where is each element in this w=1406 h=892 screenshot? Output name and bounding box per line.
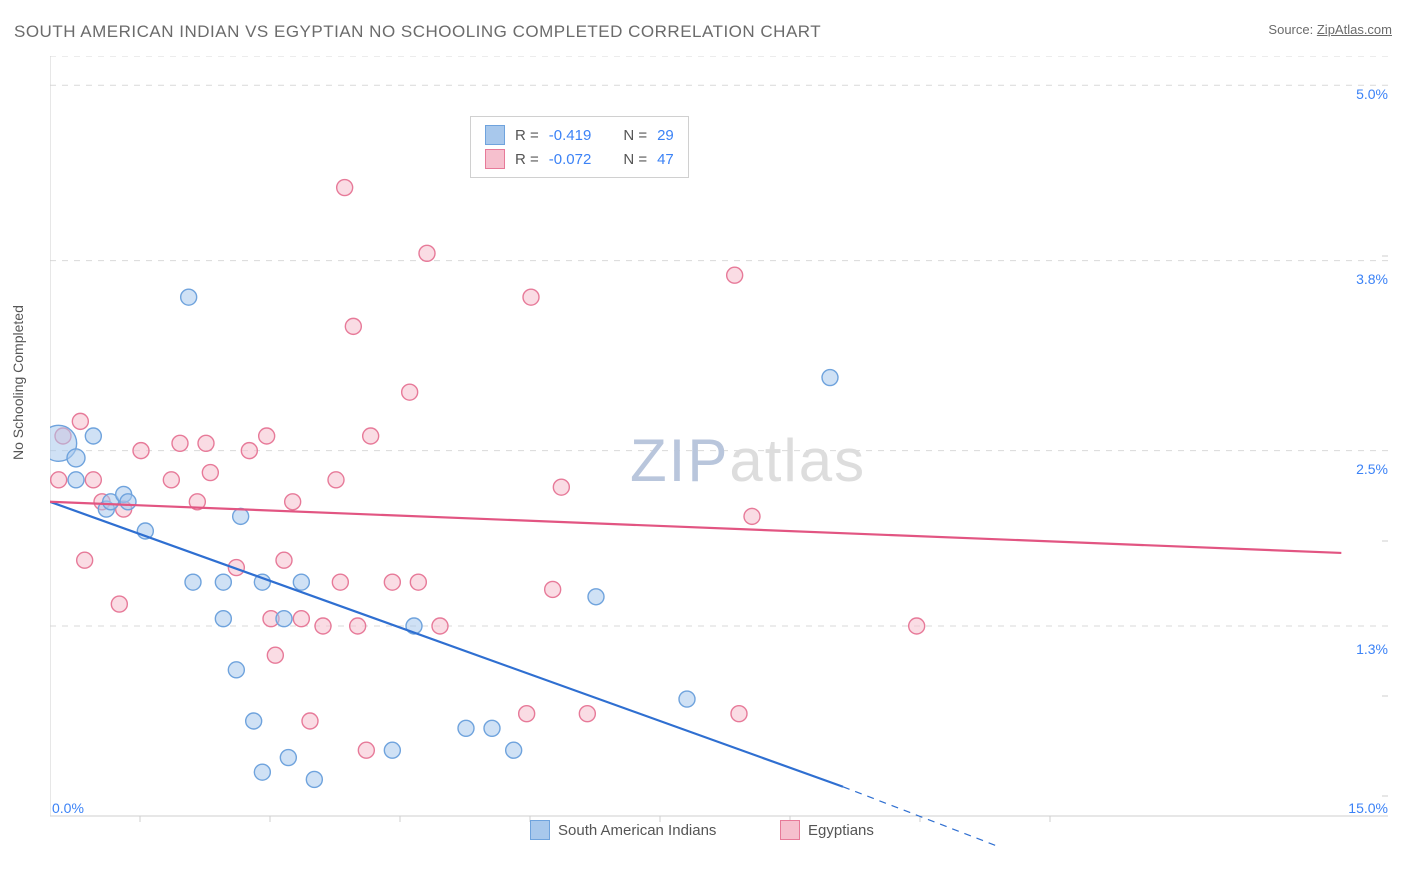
- series-legend-pink: Egyptians: [780, 820, 874, 840]
- y-tick-label: 3.8%: [1328, 271, 1388, 287]
- correlation-legend: R = -0.419 N = 29 R = -0.072 N = 47: [470, 116, 689, 178]
- r-label: R =: [515, 127, 539, 144]
- r-value-blue: -0.419: [549, 127, 592, 144]
- n-value-pink: 47: [657, 151, 674, 168]
- y-tick-label: 1.3%: [1328, 641, 1388, 657]
- chart-title: SOUTH AMERICAN INDIAN VS EGYPTIAN NO SCH…: [14, 22, 821, 42]
- swatch-blue: [530, 820, 550, 840]
- n-value-blue: 29: [657, 127, 674, 144]
- r-value-pink: -0.072: [549, 151, 592, 168]
- series-legend-blue: South American Indians: [530, 820, 716, 840]
- swatch-pink: [780, 820, 800, 840]
- swatch-pink: [485, 149, 505, 169]
- x-tick-label: 0.0%: [52, 800, 84, 816]
- legend-row-pink: R = -0.072 N = 47: [485, 147, 674, 171]
- swatch-blue: [485, 125, 505, 145]
- source-name: ZipAtlas.com: [1317, 22, 1392, 37]
- n-label: N =: [623, 127, 647, 144]
- x-tick-label: 15.0%: [1348, 800, 1388, 816]
- chart-area: ZIPatlas 5.0% 3.8% 2.5% 1.3% R = -0.419 …: [50, 56, 1390, 846]
- y-tick-label: 5.0%: [1328, 86, 1388, 102]
- y-tick-label: 2.5%: [1328, 461, 1388, 477]
- source-label: Source:: [1268, 22, 1313, 37]
- n-label: N =: [623, 151, 647, 168]
- y-axis-label: No Schooling Completed: [10, 305, 26, 460]
- legend-label-pink: Egyptians: [808, 822, 874, 839]
- legend-label-blue: South American Indians: [558, 822, 716, 839]
- scatter-plot: [50, 56, 1390, 846]
- legend-row-blue: R = -0.419 N = 29: [485, 123, 674, 147]
- r-label: R =: [515, 151, 539, 168]
- source-attribution: Source: ZipAtlas.com: [1268, 22, 1392, 37]
